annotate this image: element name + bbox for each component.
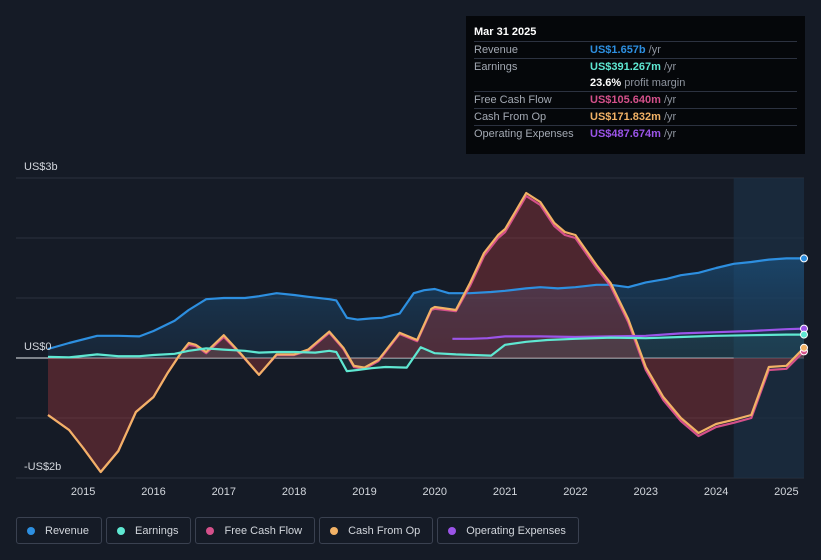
earnings-area <box>48 334 804 372</box>
x-tick-label: 2018 <box>282 486 306 498</box>
x-tick-label: 2024 <box>704 486 728 498</box>
series-areas <box>48 193 804 472</box>
x-tick-label: 2017 <box>212 486 236 498</box>
x-tick-label: 2015 <box>71 486 95 498</box>
legend-dot-icon <box>330 526 339 535</box>
profit-margin-text: profit margin <box>624 77 686 89</box>
x-tick-label: 2021 <box>493 486 517 498</box>
tooltip-label: Cash From Op <box>474 111 547 123</box>
legend-label: Free Cash Flow <box>224 524 303 537</box>
y-axis-labels: US$3b US$0 -US$2b <box>24 161 61 473</box>
profit-margin-value: 23.6% <box>590 77 622 89</box>
chart-legend: Revenue Earnings Free Cash Flow Cash Fro… <box>16 517 579 544</box>
tooltip-unit: /yr <box>663 128 677 140</box>
x-tick-label: 2025 <box>774 486 798 498</box>
tooltip-value: US$171.832m <box>590 111 661 123</box>
tooltip-row-revenue: Revenue US$1.657b /yr <box>474 41 797 58</box>
legend-item-cash-from-op[interactable]: Cash From Op <box>319 517 434 544</box>
series-endpoints <box>800 254 808 356</box>
tooltip-row-fcf: Free Cash Flow US$105.640m /yr <box>474 91 797 108</box>
tooltip-unit: /yr <box>663 61 677 73</box>
opex-line <box>452 327 805 340</box>
x-tick-label: 2020 <box>423 486 447 498</box>
earnings-endpoint <box>800 330 808 339</box>
legend-item-revenue[interactable]: Revenue <box>16 517 103 544</box>
earnings-line <box>47 333 804 373</box>
x-tick-label: 2016 <box>141 486 165 498</box>
revenue-line <box>47 257 804 351</box>
tooltip-label: Revenue <box>474 44 519 56</box>
revenue-area <box>48 258 804 358</box>
tooltip-row-margin: 23.6% profit margin <box>474 75 797 91</box>
x-axis-labels: 2015 2016 2017 2018 2019 2020 2021 2022 2023 2024… <box>71 486 799 498</box>
tooltip-row-opex: Operating Expenses US$487.674m /yr <box>474 125 797 142</box>
tooltip-value: US$105.640m <box>590 94 661 106</box>
tooltip-row-earnings: Earnings US$391.267m /yr <box>474 58 797 75</box>
legend-item-free-cash-flow[interactable]: Free Cash Flow <box>195 517 316 544</box>
legend-item-operating-expenses[interactable]: Operating Expenses <box>437 517 579 544</box>
y-tick-label: US$3b <box>24 161 58 173</box>
y-tick-label: US$0 <box>24 341 52 353</box>
tooltip-label: Earnings <box>474 61 518 73</box>
x-tick-label: 2019 <box>352 486 376 498</box>
cash-flow-area <box>48 193 804 472</box>
legend-label: Operating Expenses <box>466 524 566 537</box>
legend-dot-icon <box>117 526 126 535</box>
tooltip-value: US$391.267m <box>590 61 661 73</box>
legend-label: Revenue <box>45 524 90 537</box>
tooltip-row-cfo: Cash From Op US$171.832m /yr <box>474 108 797 125</box>
revenue-endpoint <box>800 254 808 263</box>
tooltip-label: Operating Expenses <box>474 128 574 140</box>
legend-item-earnings[interactable]: Earnings <box>106 517 192 544</box>
x-tick-label: 2022 <box>563 486 587 498</box>
x-tick-label: 2023 <box>634 486 658 498</box>
cfo-line <box>47 191 805 474</box>
tooltip-unit: /yr <box>663 111 677 123</box>
tooltip-unit: /yr <box>648 44 661 56</box>
tooltip-panel: Mar 31 2025 Revenue US$1.657b /yr Earnin… <box>466 16 805 154</box>
legend-label: Earnings <box>135 524 179 537</box>
tooltip-value: US$1.657b <box>590 44 646 56</box>
tooltip-label: Free Cash Flow <box>474 94 552 106</box>
series-lines <box>47 191 805 474</box>
legend-dot-icon <box>206 526 215 535</box>
legend-label: Cash From Op <box>348 524 421 537</box>
cfo-endpoint <box>800 343 808 352</box>
tooltip-date: Mar 31 2025 <box>474 26 537 38</box>
tooltip-value: US$487.674m <box>590 128 661 140</box>
tooltip-unit: /yr <box>663 94 677 106</box>
legend-dot-icon <box>448 526 457 535</box>
legend-dot-icon <box>27 526 35 535</box>
y-tick-label: -US$2b <box>24 461 61 473</box>
